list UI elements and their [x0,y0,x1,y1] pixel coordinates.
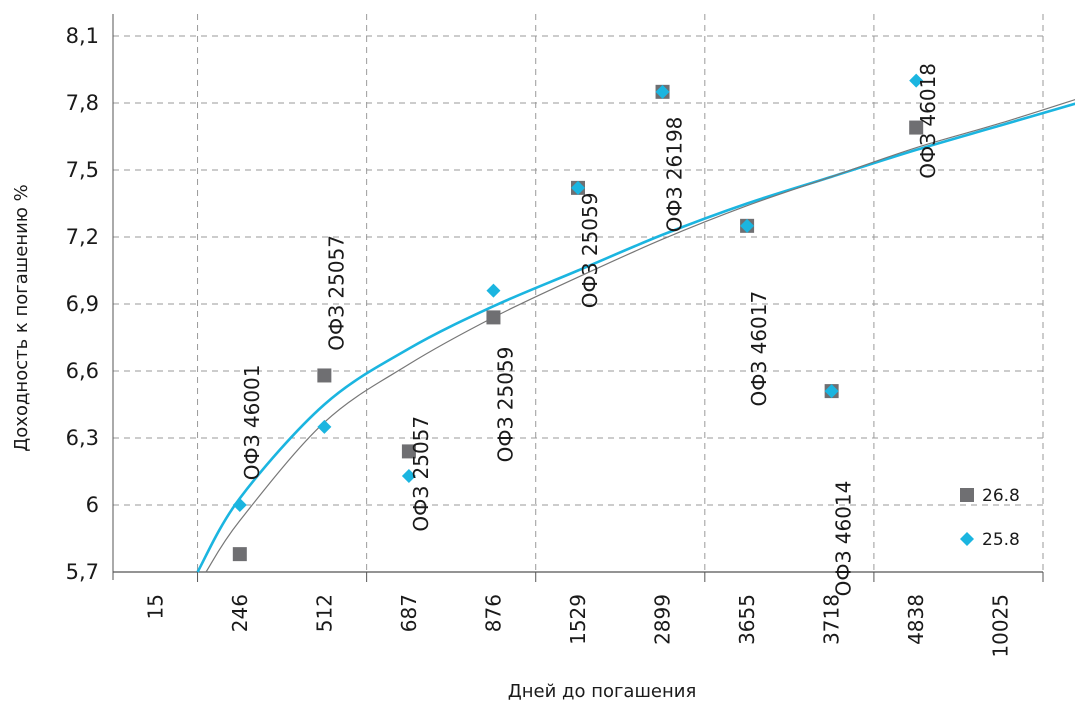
bond-label: ОФЗ 46001 [240,364,264,480]
point-diamond-25-8 [909,73,924,88]
bond-label: ОФЗ 25057 [324,235,348,351]
x-tick-label: 876 [481,594,505,632]
bond-label: ОФЗ 25057 [409,416,433,532]
point-square-26-8 [232,547,247,562]
trendlines [196,98,1075,573]
x-tick-label: 10025 [989,594,1013,658]
bond-label: ОФЗ 46018 [916,63,940,179]
x-tick-label: 4838 [904,594,928,645]
point-square-26-8 [317,368,332,383]
point-diamond-25-8 [824,384,839,399]
x-tick-label: 2899 [651,594,675,645]
point-diamond-25-8 [401,468,416,483]
bond-label: ОФЗ 26198 [663,117,687,233]
grid [113,14,1044,573]
y-tick-label: 7,5 [66,158,99,182]
x-tick-label: 246 [228,594,252,632]
x-tick-label: 512 [312,594,336,632]
legend-square-marker [960,488,974,502]
trendline-25-8 [196,102,1075,573]
point-diamond-25-8 [317,419,332,434]
y-tick-label: 6,6 [66,359,99,383]
bond-label: ОФЗ 46014 [832,481,856,597]
y-tick-label: 5,7 [66,560,99,584]
y-tick-label: 6 [86,493,99,517]
legend-label: 25.8 [982,530,1020,550]
legend: 26.8 25.8 [960,486,1020,550]
y-tick-label: 6,9 [66,292,99,316]
legend-label: 26.8 [982,486,1020,506]
x-axis-title: Дней до погашения [508,681,697,702]
data-points [232,73,924,562]
y-tick-label: 8,1 [66,24,99,48]
point-diamond-25-8 [571,180,585,195]
x-tick-label: 15 [143,594,167,619]
point-diamond-25-8 [232,498,247,512]
y-tick-label: 7,2 [66,225,99,249]
x-tick-label: 687 [397,594,421,632]
y-axis-title: Доходность к погашению % [11,184,32,452]
y-tick-label: 7,8 [66,91,99,115]
legend-diamond-marker [960,532,974,546]
point-diamond-25-8 [740,218,755,233]
bond-label: ОФЗ 46017 [747,291,771,407]
bond-labels: ОФЗ 46001 ОФЗ 25057 ОФЗ 25057 ОФЗ 25059 ОФЗ … [240,63,940,596]
axes: 5,7 6,3 6,6 6,9 7,2 7,5 7,8 8,1 6 15 246 512 687 876 1… [66,14,1044,658]
point-diamond-25-8 [655,84,670,99]
trendline-26-8 [205,98,1075,573]
x-tick-label: 1529 [566,594,590,645]
bond-label: ОФЗ 25059 [493,347,517,463]
x-tick-label: 3718 [820,594,844,645]
point-square-26-8 [909,120,924,135]
bond-label: ОФЗ 25059 [578,193,602,309]
x-tick-label: 3655 [735,594,759,645]
y-tick-label: 6,3 [66,426,99,450]
point-square-26-8 [401,444,416,459]
point-diamond-25-8 [486,283,501,298]
point-square-26-8 [486,310,501,325]
